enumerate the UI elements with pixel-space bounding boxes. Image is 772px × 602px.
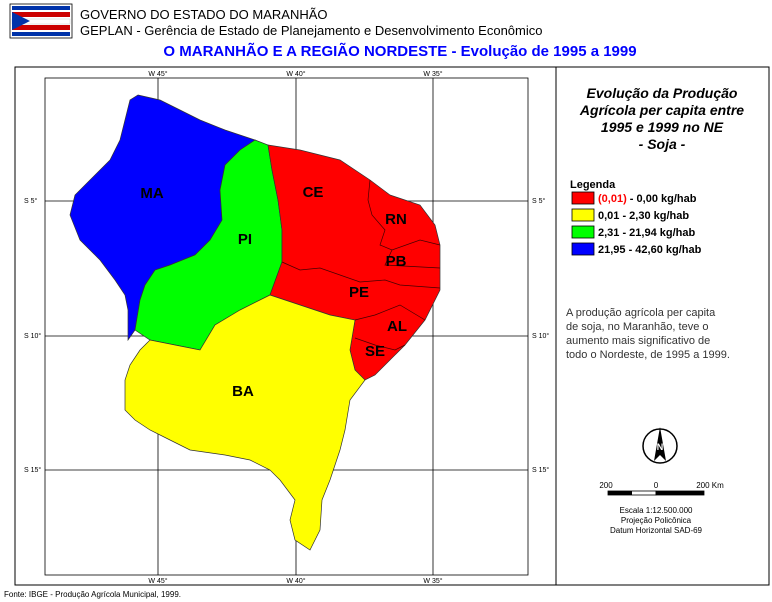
header-line: GOVERNO DO ESTADO DO MARANHÃO — [80, 7, 328, 22]
north-arrow: N — [642, 427, 678, 464]
state-label: CE — [303, 184, 324, 201]
legend-swatch — [571, 191, 595, 205]
latitude-label: S 15° — [532, 466, 549, 474]
description: de soja, no Maranhão, teve o — [566, 321, 708, 333]
description: todo o Nordeste, de 1995 a 1999. — [566, 349, 730, 361]
latitude-label: S 10° — [532, 332, 549, 340]
legend-text: 2,31 - 21,94 kg/hab — [598, 227, 695, 239]
longitude-label: W 35° — [423, 70, 442, 78]
latitude-label: S 10° — [24, 332, 41, 340]
logo — [9, 3, 73, 39]
legend-text: - 0,00 kg/hab — [627, 193, 697, 205]
state-label: PE — [349, 284, 369, 301]
longitude-label: W 35° — [423, 577, 442, 585]
state-label: PB — [386, 253, 407, 270]
latitude-label: S 5° — [532, 197, 546, 205]
panel-title: - Soja - — [639, 136, 686, 152]
legend-label: (0,01) - 0,00 kg/hab — [598, 193, 697, 205]
description: aumento mais significativo de — [566, 335, 710, 347]
scale-text: Escala 1:12.500.000 — [620, 506, 693, 515]
legend-text: 0,01 - 2,30 kg/hab — [598, 210, 689, 222]
state-label: PI — [238, 231, 252, 248]
state-borders — [281, 179, 441, 351]
legend-highlight: (0,01) — [598, 193, 627, 205]
legend-label: 0,01 - 2,30 kg/hab — [598, 210, 689, 222]
map-title: O MARANHÃO E A REGIÃO NORDESTE - Evoluçã… — [163, 42, 636, 60]
description: A produção agrícola per capita — [566, 307, 716, 319]
panel-title: 1995 e 1999 no NE — [601, 119, 724, 135]
legend-swatch — [571, 208, 595, 222]
legend-text: 21,95 - 42,60 kg/hab — [598, 244, 702, 256]
svg-text:N: N — [657, 442, 664, 452]
latitude-label: S 15° — [24, 466, 41, 474]
scale-label: 200 Km — [696, 481, 724, 490]
header-line: GEPLAN - Gerência de Estado de Planejame… — [80, 23, 542, 38]
legend-title: Legenda — [570, 179, 616, 191]
state-ba — [124, 294, 366, 551]
longitude-label: W 45° — [148, 70, 167, 78]
scale-label: 200 — [599, 481, 613, 490]
scale-text: Datum Horizontal SAD-69 — [610, 526, 703, 535]
latitude-label: S 5° — [24, 197, 38, 205]
panel-title: Agrícola per capita entre — [579, 102, 744, 118]
legend-label: 21,95 - 42,60 kg/hab — [598, 244, 702, 256]
state-label: BA — [232, 383, 254, 400]
panel-title: Evolução da Produção — [587, 85, 738, 101]
legend-label: 2,31 - 21,94 kg/hab — [598, 227, 695, 239]
longitude-label: W 45° — [148, 577, 167, 585]
legend: (0,01) - 0,00 kg/hab 0,01 - 2,30 kg/hab 2,… — [571, 191, 702, 256]
scale-label: 0 — [654, 481, 659, 490]
scale-text: Projeção Policônica — [621, 516, 692, 525]
longitude-label: W 40° — [286, 70, 305, 78]
state-label: RN — [385, 211, 407, 228]
legend-swatch — [571, 242, 595, 256]
panel-frame — [555, 66, 770, 586]
state-label: AL — [387, 318, 407, 335]
legend-swatch — [571, 225, 595, 239]
state-label: MA — [140, 185, 163, 202]
scale-bar — [607, 490, 705, 496]
state-label: SE — [365, 343, 385, 360]
longitude-label: W 40° — [286, 577, 305, 585]
footer: Fonte: IBGE - Produção Agrícola Municipa… — [4, 590, 181, 599]
